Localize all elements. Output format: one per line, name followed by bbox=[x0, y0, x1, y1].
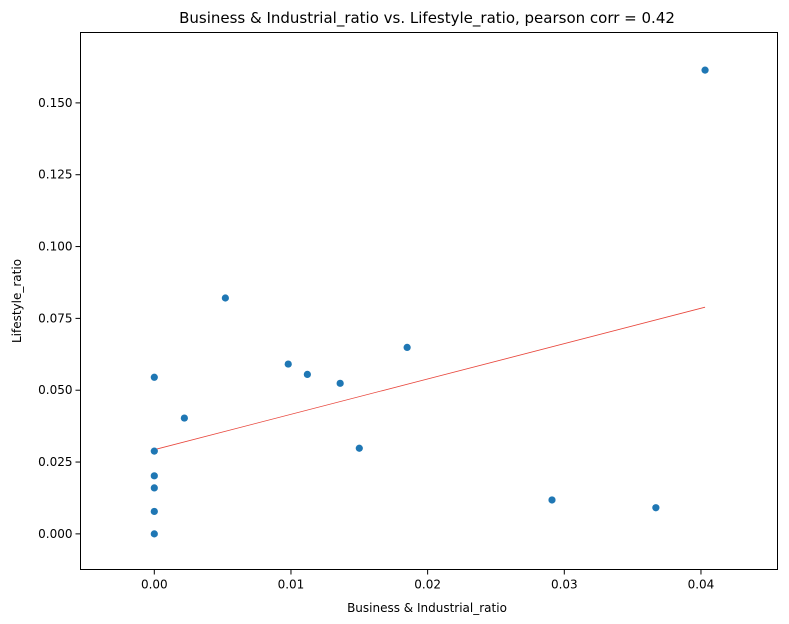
data-point-14 bbox=[652, 504, 660, 512]
data-point-5 bbox=[150, 373, 158, 381]
data-point-9 bbox=[303, 370, 311, 379]
data-point-8 bbox=[284, 360, 292, 368]
x-tick-label-1: 0.01 bbox=[278, 578, 305, 592]
data-point-4 bbox=[150, 447, 158, 455]
x-tick-label-3: 0.03 bbox=[551, 578, 578, 592]
data-point-6 bbox=[180, 414, 188, 422]
data-point-1 bbox=[150, 507, 158, 516]
points-layer bbox=[150, 66, 709, 538]
x-tick-label-4: 0.04 bbox=[688, 578, 715, 592]
y-axis-label: Lifestyle_ratio bbox=[10, 259, 24, 343]
x-tick-label-2: 0.02 bbox=[414, 578, 441, 592]
y-tick-label-1: 0.025 bbox=[38, 455, 72, 469]
x-tick-label-0: 0.00 bbox=[141, 578, 168, 592]
y-tick-label-4: 0.100 bbox=[38, 240, 72, 254]
data-point-0 bbox=[150, 530, 158, 538]
trendline-layer bbox=[154, 306, 706, 451]
trendline bbox=[154, 306, 706, 451]
chart-title: Business & Industrial_ratio vs. Lifestyl… bbox=[179, 9, 675, 28]
y-tick-label-2: 0.050 bbox=[38, 383, 72, 397]
plot-frame bbox=[80, 32, 778, 570]
y-tick-label-5: 0.125 bbox=[38, 168, 72, 182]
data-point-3 bbox=[150, 472, 158, 480]
data-point-15 bbox=[701, 66, 709, 74]
y-tick-label-0: 0.000 bbox=[38, 527, 72, 541]
x-axis-ticks: 0.00 0.01 0.02 0.03 0.04 bbox=[141, 569, 715, 592]
data-point-13 bbox=[548, 496, 556, 504]
data-point-11 bbox=[355, 444, 363, 452]
y-tick-label-6: 0.150 bbox=[38, 96, 72, 110]
y-tick-label-3: 0.075 bbox=[38, 311, 72, 325]
data-point-7 bbox=[221, 294, 229, 302]
data-point-10 bbox=[336, 379, 344, 387]
data-point-12 bbox=[403, 343, 411, 352]
data-point-2 bbox=[150, 484, 158, 492]
x-axis-label: Business & Industrial_ratio bbox=[347, 601, 507, 615]
y-axis-ticks: 0.000 0.025 0.050 0.075 0.100 0.125 0.150 bbox=[38, 96, 81, 541]
